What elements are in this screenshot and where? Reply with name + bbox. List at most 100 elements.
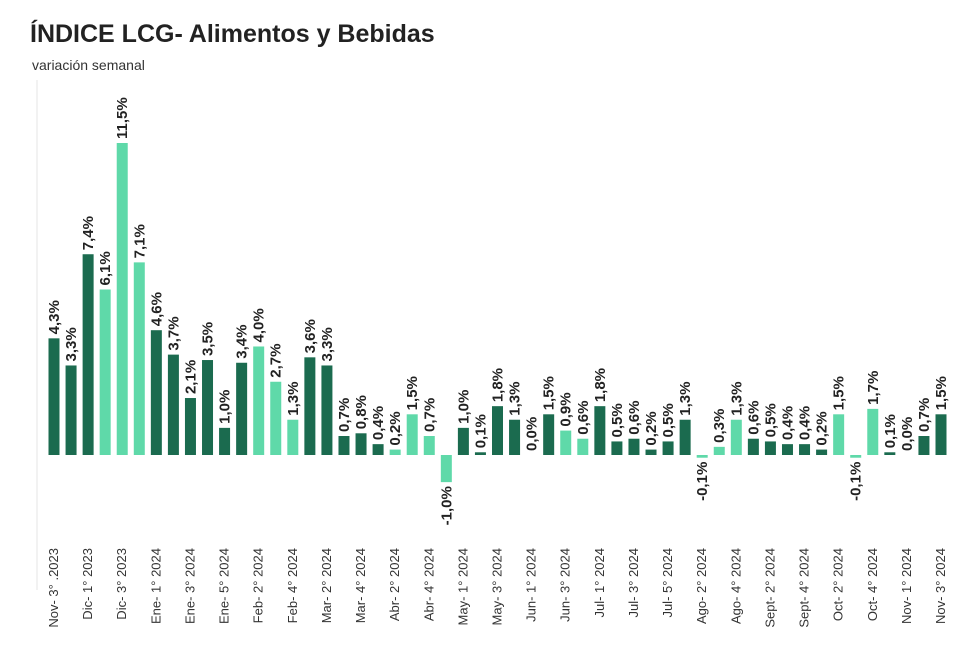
bar	[99, 289, 111, 455]
value-label: 0,2%	[814, 411, 831, 445]
bar	[833, 414, 845, 455]
bar	[219, 427, 231, 455]
value-label: 3,5%	[200, 322, 217, 356]
value-label: 4,3%	[46, 300, 63, 334]
x-tick-label: Jun- 3° 2024	[558, 548, 573, 622]
bar	[406, 414, 418, 455]
x-tick-label: May- 3° 2024	[490, 548, 505, 625]
value-label: 0,0%	[524, 417, 541, 451]
bar	[611, 441, 623, 455]
value-label: 7,4%	[80, 216, 97, 250]
bar	[270, 381, 282, 455]
bar	[747, 438, 759, 455]
bar	[560, 430, 572, 455]
bar	[65, 365, 77, 455]
x-tick-label: May- 1° 2024	[455, 548, 470, 625]
bar	[321, 365, 333, 455]
x-tick-label: Mar- 4° 2024	[353, 548, 368, 623]
bar	[509, 419, 521, 455]
value-label: 0,7%	[336, 398, 353, 432]
x-tick-label: Jul- 5° 2024	[660, 548, 675, 618]
bar	[543, 414, 555, 455]
bar	[287, 419, 299, 455]
value-label: 1,5%	[541, 376, 558, 410]
value-label: 1,7%	[865, 371, 882, 405]
value-label: 0,2%	[643, 411, 660, 445]
value-label: 0,7%	[421, 398, 438, 432]
x-tick-label: Ene- 5° 2024	[217, 548, 232, 624]
value-label: 0,4%	[370, 406, 387, 440]
value-label: 0,2%	[387, 411, 404, 445]
x-tick-label: Mar- 2° 2024	[319, 548, 334, 623]
x-tick-label: Dic- 1° 2023	[80, 548, 95, 620]
value-label: 1,3%	[285, 382, 302, 416]
bar	[82, 254, 94, 455]
bar	[867, 408, 879, 455]
value-label: 3,7%	[165, 316, 182, 350]
value-label: -1,0%	[438, 486, 455, 525]
value-label: 11,5%	[114, 97, 131, 139]
bar	[236, 362, 248, 455]
value-label: 0,4%	[779, 406, 796, 440]
value-label: 1,8%	[490, 368, 507, 402]
value-label: 1,8%	[592, 368, 609, 402]
bar	[133, 262, 145, 455]
x-tick-label: Abr- 4° 2024	[421, 548, 436, 621]
x-tick-label: Oct- 2° 2024	[831, 548, 846, 621]
x-tick-label: Jul- 1° 2024	[592, 548, 607, 618]
bar	[713, 446, 725, 455]
x-tick-label: Ago- 2° 2024	[694, 548, 709, 624]
value-label: 4,0%	[251, 308, 268, 342]
bar	[48, 338, 60, 455]
bar	[764, 441, 776, 455]
value-label: 0,9%	[558, 392, 575, 426]
value-label: 0,5%	[762, 403, 779, 437]
bar	[628, 438, 640, 455]
value-label: 0,6%	[745, 401, 762, 435]
bar	[150, 330, 162, 455]
value-label: 0,4%	[797, 406, 814, 440]
bar	[679, 419, 691, 455]
value-label: 1,0%	[455, 390, 472, 424]
value-label: 0,8%	[353, 395, 370, 429]
value-label: 6,1%	[97, 251, 114, 285]
x-tick-label: Nov- 1° 2024	[899, 548, 914, 624]
chart-subtitle: variación semanal	[32, 57, 145, 73]
x-tick-label: Nov- 3° .2023	[46, 548, 61, 628]
bar	[884, 452, 896, 455]
x-tick-label: Abr- 2° 2024	[387, 548, 402, 621]
value-label: 1,3%	[677, 382, 694, 416]
x-tick-label: Ene- 1° 2024	[148, 548, 163, 624]
bar	[474, 452, 486, 455]
value-label: 3,6%	[302, 319, 319, 353]
bar	[116, 143, 128, 455]
bar	[304, 357, 316, 455]
value-label: 0,6%	[626, 401, 643, 435]
bar	[696, 455, 708, 458]
bar	[355, 433, 367, 455]
value-label: 0,0%	[899, 417, 916, 451]
bar	[662, 441, 674, 455]
value-label: 1,0%	[217, 390, 234, 424]
value-label: 1,5%	[831, 376, 848, 410]
bar	[423, 436, 435, 455]
value-label: 1,3%	[507, 382, 524, 416]
bar	[492, 406, 503, 455]
bar	[850, 455, 862, 458]
bar	[457, 427, 469, 455]
value-label: 4,6%	[148, 292, 165, 326]
bar	[184, 398, 196, 455]
x-tick-label: Sept- 4° 2024	[797, 548, 812, 628]
bar	[440, 455, 452, 483]
bar	[781, 444, 793, 455]
x-tick-label: Jul- 3° 2024	[626, 548, 641, 618]
x-tick-label: Feb- 4° 2024	[285, 548, 300, 623]
value-label: 7,1%	[131, 224, 148, 258]
value-label: 3,3%	[319, 327, 336, 361]
bar	[799, 444, 811, 455]
bar	[253, 346, 265, 455]
bar	[645, 449, 657, 455]
x-tick-label: Jun- 1° 2024	[524, 548, 539, 622]
value-label: 0,5%	[609, 403, 626, 437]
bar	[202, 360, 214, 455]
